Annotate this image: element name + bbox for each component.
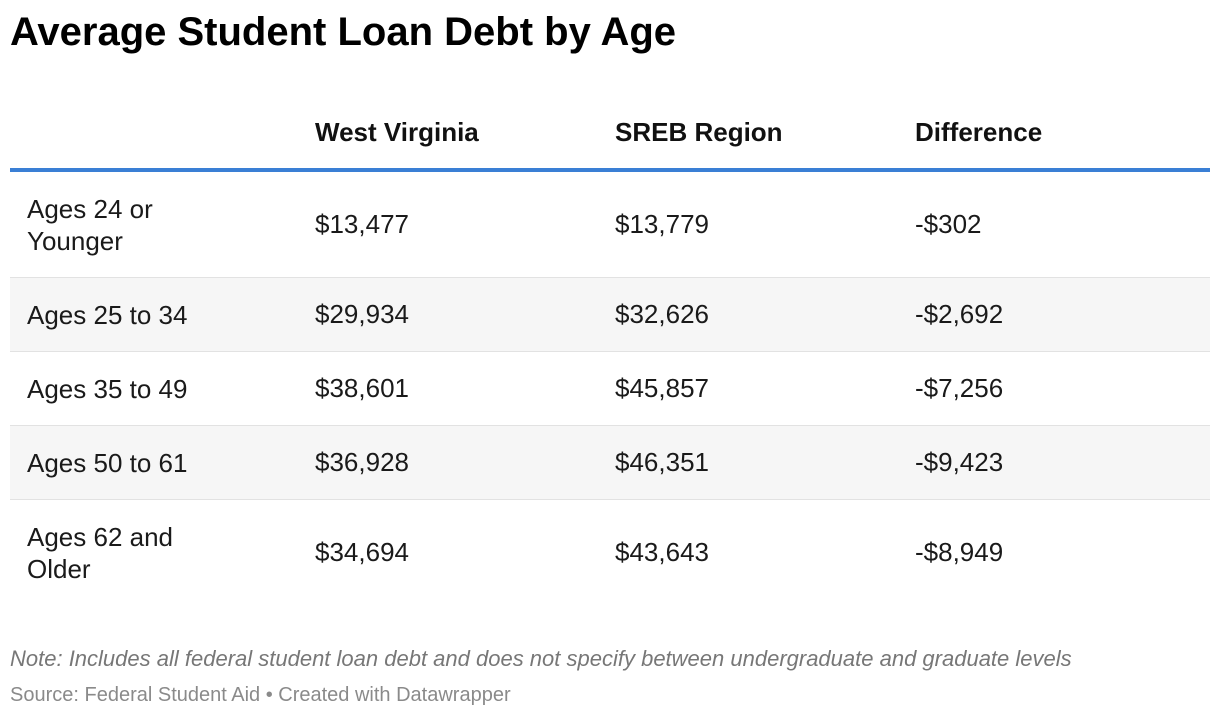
row-label-cell: Ages 50 to 61	[10, 425, 315, 500]
table-row: Ages 25 to 34 $29,934 $32,626 -$2,692	[10, 277, 1210, 352]
cell-value: -$9,423	[915, 447, 1004, 477]
title: Average Student Loan Debt by Age	[10, 10, 677, 54]
column-header: Difference	[915, 96, 1210, 172]
value-cell: $29,934	[315, 277, 615, 352]
value-cell: $36,928	[315, 425, 615, 500]
value-cell: $13,779	[615, 170, 915, 278]
row-label: Ages 25 to 34	[27, 299, 188, 330]
value-cell: $13,477	[315, 170, 615, 278]
cell-value: $46,351	[615, 447, 709, 477]
row-label: Ages 62 and Older	[27, 521, 174, 584]
header-row: West Virginia SREB Region Difference	[10, 96, 1210, 172]
cell-value: $45,857	[615, 373, 709, 403]
cell-value: $32,626	[615, 299, 709, 329]
row-label: Ages 24 or Younger	[27, 193, 153, 256]
row-label-cell: Ages 25 to 34	[10, 277, 315, 352]
column-header	[10, 96, 315, 172]
value-cell: $32,626	[615, 277, 915, 352]
value-cell: -$2,692	[915, 277, 1210, 352]
table-row: Ages 24 or Younger $13,477 $13,779 -$302	[10, 170, 1210, 278]
value-cell: -$7,256	[915, 351, 1210, 426]
note: Note: Includes all federal student loan …	[10, 646, 1072, 671]
row-label-cell: Ages 62 and Older	[10, 500, 315, 606]
data-table: West Virginia SREB Region Difference Ages …	[10, 96, 1210, 605]
cell-value: -$8,949	[915, 537, 1004, 567]
value-cell: -$302	[915, 170, 1210, 278]
row-label-cell: Ages 35 to 49	[10, 351, 315, 426]
cell-value: $13,477	[315, 209, 409, 239]
value-cell: $43,643	[615, 500, 915, 606]
value-cell: -$9,423	[915, 425, 1210, 500]
value-cell: $34,694	[315, 500, 615, 606]
cell-value: -$7,256	[915, 373, 1004, 403]
column-header: SREB Region	[615, 96, 915, 172]
cell-value: -$302	[915, 209, 982, 239]
cell-value: $43,643	[615, 537, 709, 567]
value-cell: -$8,949	[915, 500, 1210, 606]
cell-value: $34,694	[315, 537, 409, 567]
cell-value: $29,934	[315, 299, 409, 329]
row-label: Ages 50 to 61	[27, 447, 188, 478]
cell-value: -$2,692	[915, 299, 1004, 329]
cell-value: $13,779	[615, 209, 709, 239]
cell-value: $36,928	[315, 447, 409, 477]
table-row: Ages 62 and Older $34,694 $43,643 -$8,949	[10, 500, 1210, 606]
value-cell: $46,351	[615, 425, 915, 500]
table-row: Ages 35 to 49 $38,601 $45,857 -$7,256	[10, 351, 1210, 426]
cell-value: $38,601	[315, 373, 409, 403]
column-header: West Virginia	[315, 96, 615, 172]
value-cell: $38,601	[315, 351, 615, 426]
table-row: Ages 50 to 61 $36,928 $46,351 -$9,423	[10, 425, 1210, 500]
source: Source: Federal Student Aid • Created wi…	[10, 684, 511, 706]
row-label-cell: Ages 24 or Younger	[10, 170, 315, 278]
table-body: Ages 24 or Younger $13,477 $13,779 -$302 Age…	[10, 170, 1210, 605]
row-label: Ages 35 to 49	[27, 373, 188, 404]
value-cell: $45,857	[615, 351, 915, 426]
